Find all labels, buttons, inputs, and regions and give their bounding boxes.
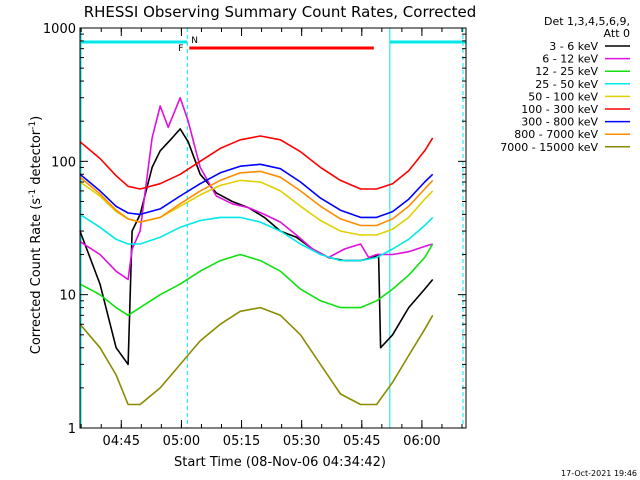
series-line-2 bbox=[79, 96, 433, 281]
axes: 1 10 100 1000 04:45 05:00 05:15 05:30 05:45 06:00 bbox=[43, 22, 467, 449]
legend-label: 800 - 7000 keV bbox=[514, 128, 598, 141]
series-line-6 bbox=[79, 135, 434, 190]
series-line-8 bbox=[79, 170, 434, 227]
y-axis-label: Corrected Count Rate (s-1 detector-1) bbox=[28, 116, 44, 354]
plot-area: NF bbox=[79, 28, 466, 428]
y-tick-label: 1000 bbox=[43, 22, 76, 37]
legend-label: 25 - 50 keV bbox=[535, 78, 598, 91]
x-tick-label: 05:45 bbox=[343, 434, 380, 449]
series-line-7 bbox=[79, 163, 434, 219]
x-tick-label: 05:00 bbox=[163, 434, 200, 449]
series-line-9 bbox=[79, 306, 434, 406]
x-axis-label: Start Time (08-Nov-06 04:34:42) bbox=[174, 455, 386, 470]
chart-title: RHESSI Observing Summary Count Rates, Co… bbox=[84, 3, 477, 21]
y-tick-label: 100 bbox=[51, 155, 76, 170]
legend-header-line1: Det 1,3,4,5,6,9, bbox=[544, 15, 630, 28]
legend-label: 12 - 25 keV bbox=[535, 65, 598, 78]
legend-label: 6 - 12 keV bbox=[542, 53, 598, 66]
legend-label: 7000 - 15000 keV bbox=[500, 141, 598, 154]
legend-label: 3 - 6 keV bbox=[549, 40, 598, 53]
x-tick-label: 06:00 bbox=[403, 434, 440, 449]
y-tick-label: 10 bbox=[59, 289, 76, 304]
x-tick-label: 04:45 bbox=[103, 434, 140, 449]
x-tick-label: 05:15 bbox=[223, 434, 260, 449]
x-tick-label: 05:30 bbox=[283, 434, 320, 449]
y-tick-label: 1 bbox=[68, 422, 76, 437]
legend-header-line2: Att 0 bbox=[604, 27, 630, 40]
saa-flag-label: N bbox=[191, 36, 198, 46]
footer-timestamp: 17-Oct-2021 19:46 bbox=[561, 469, 637, 478]
series-line-3 bbox=[79, 243, 434, 317]
legend-label: 50 - 100 keV bbox=[528, 90, 598, 103]
flare-flag-label: F bbox=[178, 44, 183, 54]
plot-frame bbox=[79, 27, 467, 429]
series-line-4 bbox=[79, 213, 434, 262]
legend-label: 300 - 800 keV bbox=[521, 116, 598, 129]
legend-label: 100 - 300 keV bbox=[521, 103, 598, 116]
